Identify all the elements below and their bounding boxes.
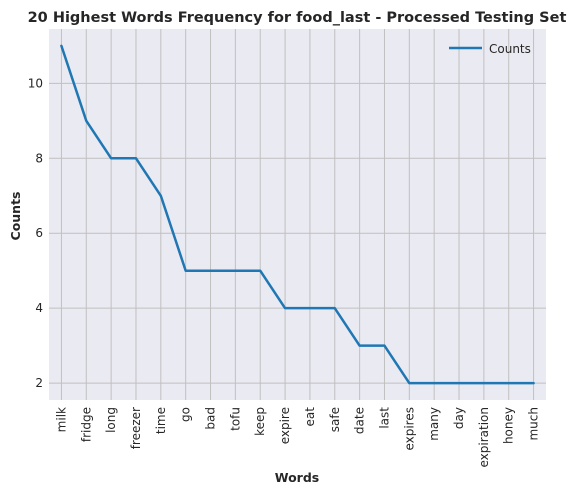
chart-title: 20 Highest Words Frequency for food_last…: [28, 10, 567, 26]
x-tick-label: milk: [54, 407, 68, 432]
x-tick-label: expires: [402, 407, 416, 451]
x-tick-label: last: [377, 407, 391, 429]
x-tick-label: expiration: [477, 407, 491, 468]
x-tick-labels: milk fridge long freezer time go bad tofu keep ex…: [54, 407, 540, 468]
x-tick-label: fridge: [79, 407, 93, 442]
y-tick-label: 4: [35, 301, 43, 315]
x-tick-label: long: [104, 407, 118, 433]
x-tick-label: keep: [253, 407, 267, 436]
plot-area: [49, 29, 546, 400]
x-axis-label: Words: [275, 470, 319, 485]
x-tick-label: expire: [278, 407, 292, 444]
legend-label: Counts: [489, 42, 531, 56]
x-tick-label: much: [527, 407, 541, 441]
x-tick-label: safe: [328, 407, 342, 432]
y-tick-label: 8: [35, 151, 43, 165]
x-tick-label: time: [154, 407, 168, 434]
x-tick-label: go: [179, 407, 193, 422]
x-tick-label: bad: [204, 407, 218, 430]
x-tick-label: eat: [303, 407, 317, 427]
series-line-counts: [60, 44, 535, 385]
grid-lines: [49, 29, 546, 400]
y-tick-label: 10: [28, 76, 43, 90]
y-tick-label: 6: [35, 226, 43, 240]
x-tick-label: honey: [502, 407, 516, 444]
x-tick-label: many: [427, 407, 441, 441]
y-axis-label: Counts: [8, 192, 23, 241]
legend: Counts: [449, 42, 531, 56]
x-tick-label: tofu: [228, 407, 242, 431]
y-tick-labels: 2 4 6 8 10: [28, 76, 43, 390]
series-layer: [60, 44, 535, 385]
x-tick-label: day: [452, 407, 466, 429]
x-tick-label: freezer: [129, 407, 143, 449]
y-tick-label: 2: [35, 376, 43, 390]
x-tick-label: date: [353, 407, 367, 434]
